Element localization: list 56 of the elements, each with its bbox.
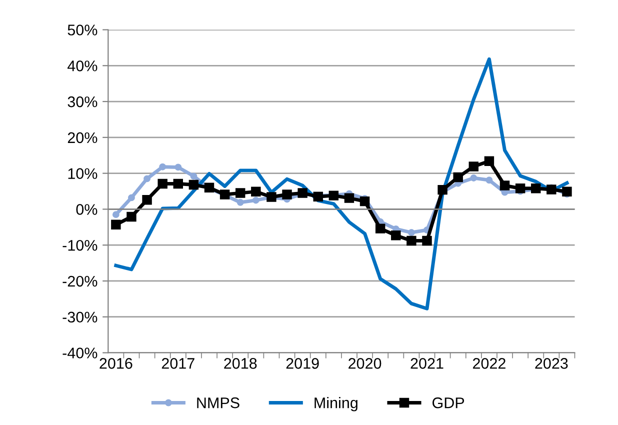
legend-label: GDP	[432, 397, 464, 408]
point	[360, 196, 370, 206]
line-series	[114, 57, 569, 310]
point	[344, 193, 354, 203]
point	[468, 162, 479, 172]
point	[235, 188, 246, 198]
point	[282, 190, 292, 200]
y-tick-label: 50%	[68, 24, 98, 36]
y-tick-label: 20%	[68, 132, 98, 144]
point	[252, 196, 260, 204]
point	[128, 194, 135, 202]
point	[158, 178, 168, 189]
x-tick-label: 2021	[410, 358, 444, 369]
point	[173, 178, 183, 189]
point	[142, 195, 152, 205]
x-tick-label: 2018	[224, 358, 257, 369]
point	[111, 220, 121, 230]
point	[251, 186, 261, 196]
point	[408, 229, 415, 236]
point	[515, 184, 526, 194]
x-tick-label: 2019	[286, 358, 319, 369]
y-tick-label: -20%	[62, 276, 98, 287]
point	[453, 172, 463, 182]
y-tick-label: -40%	[62, 348, 98, 358]
point	[126, 212, 136, 222]
point	[486, 176, 493, 184]
point	[144, 175, 151, 182]
x-tick-label: 2016	[100, 358, 132, 369]
y-tick-label: 30%	[68, 96, 98, 108]
point	[159, 163, 166, 170]
x-tick-label: 2020	[348, 358, 382, 369]
x-tick-label: 2023	[535, 358, 568, 369]
point	[406, 236, 416, 246]
point	[422, 236, 432, 246]
point	[391, 230, 401, 240]
x-tick-label: 2022	[472, 358, 506, 369]
x-tick-label: 2017	[162, 358, 194, 369]
point	[112, 211, 120, 218]
point	[484, 156, 494, 166]
y-tick-label: 40%	[68, 60, 98, 72]
point	[188, 180, 199, 190]
y-tick-label: 0%	[76, 204, 98, 215]
point	[500, 180, 510, 190]
point	[470, 174, 478, 182]
point	[562, 186, 572, 196]
legend-label: NMPS	[197, 397, 240, 408]
y-tick-label: -30%	[62, 312, 98, 323]
point	[438, 184, 448, 195]
point	[375, 224, 386, 234]
point	[236, 198, 244, 206]
y-tick-label: -10%	[62, 240, 98, 251]
legend-label: Mining	[314, 397, 358, 412]
point	[546, 184, 556, 194]
y-tick-label: 10%	[68, 168, 98, 179]
point	[174, 164, 182, 171]
point	[190, 172, 198, 180]
